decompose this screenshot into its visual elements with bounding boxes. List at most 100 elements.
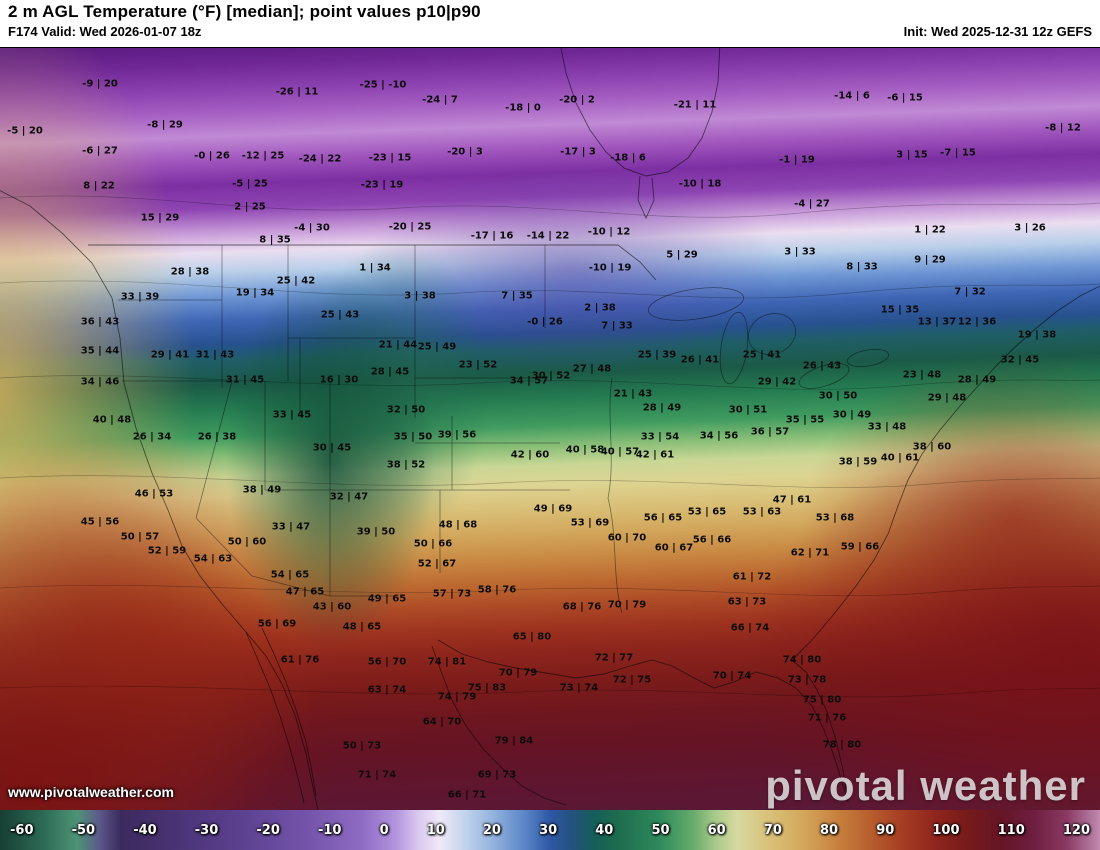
point-value: 33 | 48 (867, 421, 907, 433)
baja-coastline (245, 627, 317, 804)
point-value: 79 | 84 (494, 735, 534, 747)
temp-contour (0, 195, 1100, 218)
point-value: 32 | 50 (386, 404, 426, 416)
point-value: 28 | 38 (170, 266, 210, 278)
point-value: 16 | 30 (319, 374, 359, 386)
point-value: -5 | 20 (7, 125, 43, 137)
point-value: -21 | 11 (673, 99, 717, 111)
point-value: -23 | 15 (368, 152, 412, 164)
point-value: -20 | 25 (388, 221, 432, 233)
point-value: 38 | 60 (912, 441, 952, 453)
point-value: -6 | 27 (82, 145, 118, 157)
point-value: -6 | 15 (887, 92, 923, 104)
point-value: -24 | 22 (298, 153, 342, 165)
point-value: 50 | 57 (120, 531, 160, 543)
point-value: -14 | 22 (526, 230, 570, 242)
point-value: 33 | 54 (640, 431, 680, 443)
colorbar-tick: 110 (997, 822, 1025, 838)
point-value: 46 | 53 (134, 488, 174, 500)
point-value: -0 | 26 (194, 150, 230, 162)
page-title: 2 m AGL Temperature (°F) [median]; point… (8, 2, 481, 21)
point-value: -7 | 15 (940, 147, 976, 159)
point-value: 19 | 38 (1017, 329, 1057, 341)
point-value: 8 | 22 (83, 180, 115, 192)
colorbar-tick: 60 (707, 822, 726, 838)
point-value: 34 | 57 (509, 375, 549, 387)
florida-coastline (791, 659, 849, 803)
point-value: 54 | 65 (270, 569, 310, 581)
point-value: 34 | 56 (699, 430, 739, 442)
point-value: 56 | 70 (367, 656, 407, 668)
lake-michigan (719, 311, 749, 385)
point-value: 74 | 81 (427, 656, 467, 668)
lake-erie (798, 363, 850, 389)
point-value: -4 | 27 (794, 198, 830, 210)
point-value: 47 | 61 (772, 494, 812, 506)
colorbar-tick: 30 (539, 822, 558, 838)
hudson-bay-outline (560, 48, 721, 220)
point-value: 33 | 39 (120, 291, 160, 303)
point-value: -18 | 6 (610, 152, 646, 164)
point-value: 39 | 56 (437, 429, 477, 441)
point-value: 28 | 49 (957, 374, 997, 386)
point-value: 53 | 69 (570, 517, 610, 529)
point-value: 33 | 45 (272, 409, 312, 421)
point-value: 25 | 43 (320, 309, 360, 321)
point-value: 60 | 70 (607, 532, 647, 544)
point-value: 56 | 65 (643, 512, 683, 524)
colorbar-tick: 50 (651, 822, 670, 838)
colorbar-tick: -40 (133, 822, 157, 838)
point-value: 3 | 33 (784, 246, 816, 258)
point-value: -5 | 25 (232, 178, 268, 190)
point-value: 31 | 45 (225, 374, 265, 386)
point-value: 8 | 35 (259, 234, 291, 246)
point-value: 38 | 49 (242, 484, 282, 496)
point-value: 29 | 48 (927, 392, 967, 404)
point-value: 3 | 15 (896, 149, 928, 161)
point-value: 28 | 45 (370, 366, 410, 378)
point-value: 65 | 80 (512, 631, 552, 643)
point-value: 43 | 60 (312, 601, 352, 613)
point-value: 1 | 34 (359, 262, 391, 274)
point-value: 40 | 48 (92, 414, 132, 426)
point-value: 66 | 74 (730, 622, 770, 634)
point-value: 12 | 36 (957, 316, 997, 328)
point-value: 31 | 43 (195, 349, 235, 361)
point-value: -8 | 29 (147, 119, 183, 131)
point-value: 50 | 60 (227, 536, 267, 548)
point-value: 35 | 55 (785, 414, 825, 426)
point-value: 32 | 47 (329, 491, 369, 503)
point-value: 1 | 22 (914, 224, 946, 236)
colorbar-tick: 0 (379, 822, 389, 838)
point-value: 60 | 67 (654, 542, 694, 554)
point-value: 40 | 57 (600, 446, 640, 458)
website-watermark: www.pivotalweather.com (8, 784, 174, 800)
colorbar-tick: -60 (10, 822, 34, 838)
point-value: 40 | 58 (565, 444, 605, 456)
point-value: 72 | 77 (594, 652, 634, 664)
point-value: 62 | 71 (790, 547, 830, 559)
point-value: 68 | 76 (562, 601, 602, 613)
atlantic-coastline (791, 285, 1100, 661)
point-value: 21 | 44 (378, 339, 418, 351)
point-value: 36 | 43 (80, 316, 120, 328)
point-value: 35 | 44 (80, 345, 120, 357)
point-value: 50 | 66 (413, 538, 453, 550)
point-value: -24 | 7 (422, 94, 458, 106)
point-value: -4 | 30 (294, 222, 330, 234)
point-value: 15 | 29 (140, 212, 180, 224)
point-value: -9 | 20 (82, 78, 118, 90)
point-value: 74 | 79 (437, 691, 477, 703)
point-value: 59 | 66 (840, 541, 880, 553)
point-value: 34 | 46 (80, 376, 120, 388)
point-value: 73 | 74 (559, 682, 599, 694)
point-value: 29 | 41 (150, 349, 190, 361)
point-value: 7 | 32 (954, 286, 986, 298)
point-value: 26 | 43 (802, 360, 842, 372)
map-header: 2 m AGL Temperature (°F) [median]; point… (0, 0, 1100, 48)
point-value: 13 | 37 (917, 316, 957, 328)
temp-contour (0, 280, 1100, 299)
colorbar-gradient (0, 810, 1100, 850)
point-value: 63 | 73 (727, 596, 767, 608)
point-value: 71 | 74 (357, 769, 397, 781)
